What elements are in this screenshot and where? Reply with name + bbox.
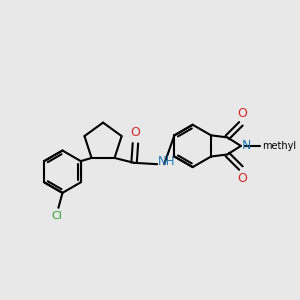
Text: methyl: methyl (262, 141, 296, 151)
Text: N: N (242, 139, 251, 152)
Text: Cl: Cl (52, 211, 62, 221)
Text: O: O (237, 172, 247, 185)
Text: NH: NH (158, 155, 176, 168)
Text: O: O (130, 126, 140, 139)
Text: O: O (237, 107, 247, 120)
